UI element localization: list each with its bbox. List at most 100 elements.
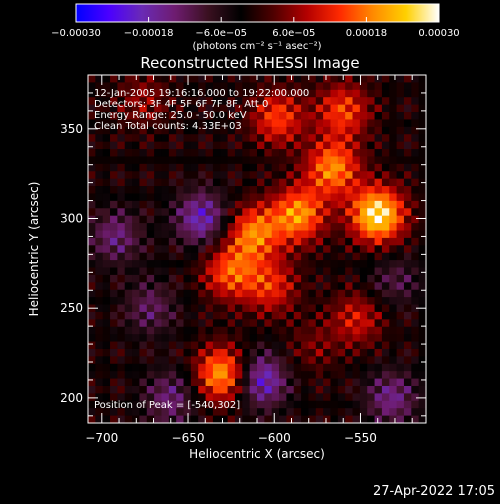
- heatmap-cell: [381, 415, 390, 423]
- heatmap-cell: [411, 334, 420, 342]
- heatmap-cell: [330, 75, 339, 83]
- heatmap-cell: [367, 348, 375, 357]
- heatmap-cell: [293, 393, 302, 402]
- heatmap-cell: [264, 141, 273, 150]
- heatmap-cell: [227, 97, 236, 106]
- heatmap-cell: [301, 75, 309, 83]
- heatmap-cell: [139, 252, 148, 261]
- heatmap-cell: [168, 378, 177, 387]
- heatmap-cell: [183, 311, 192, 320]
- heatmap-cell: [359, 371, 368, 379]
- heatmap-cell: [301, 186, 309, 194]
- heatmap-cell: [345, 378, 353, 387]
- heatmap-cell: [190, 163, 199, 172]
- heatmap-cell: [264, 341, 273, 350]
- heatmap-cell: [308, 193, 317, 202]
- heatmap-cell: [330, 341, 339, 350]
- heatmap-cell: [345, 200, 353, 209]
- heatmap-cell: [242, 297, 251, 305]
- heatmap-cell: [249, 223, 258, 231]
- heatmap-cell: [308, 260, 317, 268]
- heatmap-cell: [124, 134, 133, 143]
- heatmap-cell: [146, 104, 155, 113]
- heatmap-cell: [117, 89, 126, 98]
- heatmap-cell: [271, 245, 280, 254]
- heatmap-cell: [315, 319, 324, 328]
- heatmap-cell: [389, 326, 398, 335]
- heatmap-cell: [418, 348, 426, 357]
- heatmap-cell: [176, 223, 184, 231]
- heatmap-cell: [359, 82, 368, 91]
- heatmap-cell: [198, 400, 206, 409]
- heatmap-cell: [95, 245, 104, 254]
- heatmap-cell: [110, 112, 118, 120]
- heatmap-cell: [345, 260, 353, 268]
- heatmap-cell: [124, 223, 133, 231]
- heatmap-cell: [418, 341, 426, 350]
- heatmap-cell: [161, 326, 170, 335]
- heatmap-cell: [301, 193, 309, 202]
- heatmap-cell: [176, 267, 184, 276]
- heatmap-cell: [139, 186, 148, 194]
- heatmap-cell: [176, 341, 184, 350]
- heatmap-cell: [418, 356, 426, 365]
- heatmap-cell: [367, 415, 375, 423]
- heatmap-cell: [176, 326, 184, 335]
- heatmap-cell: [161, 82, 170, 91]
- heatmap-cell: [315, 163, 324, 172]
- heatmap-cell: [227, 119, 236, 128]
- heatmap-cell: [154, 230, 162, 239]
- heatmap-cell: [279, 400, 287, 409]
- heatmap-cell: [205, 200, 214, 209]
- heatmap-cell: [308, 223, 317, 231]
- heatmap-cell: [190, 237, 199, 246]
- heatmap-cell: [227, 104, 236, 113]
- heatmap-cell: [161, 223, 170, 231]
- heatmap-cell: [264, 126, 273, 135]
- heatmap-cell: [374, 385, 383, 394]
- heatmap-cell: [139, 341, 148, 350]
- heatmap-cell: [315, 378, 324, 387]
- heatmap-cell: [198, 282, 206, 291]
- heatmap-cell: [403, 193, 412, 202]
- heatmap-cell: [411, 393, 420, 402]
- heatmap-cell: [95, 104, 104, 113]
- heatmap-cell: [198, 171, 206, 180]
- heatmap-cell: [396, 348, 405, 357]
- heatmap-cell: [367, 208, 375, 217]
- heatmap-cell: [323, 348, 331, 357]
- heatmap-cell: [124, 119, 133, 128]
- heatmap-cell: [117, 171, 126, 180]
- heatmap-cell: [227, 415, 236, 423]
- heatmap-cell: [234, 82, 243, 91]
- heatmap-cell: [286, 112, 295, 120]
- heatmap-cell: [161, 385, 170, 394]
- heatmap-cell: [367, 126, 375, 135]
- heatmap-cell: [88, 245, 96, 254]
- heatmap-cell: [132, 171, 140, 180]
- heatmap-cell: [271, 334, 280, 342]
- heatmap-cell: [352, 237, 361, 246]
- heatmap-cell: [176, 311, 184, 320]
- heatmap-cell: [374, 289, 383, 298]
- heatmap-cell: [286, 134, 295, 143]
- heatmap-cell: [227, 319, 236, 328]
- heatmap-cell: [411, 75, 420, 83]
- heatmap-cell: [161, 304, 170, 313]
- heatmap-cell: [293, 252, 302, 261]
- heatmap-cell: [161, 208, 170, 217]
- heatmap-cell: [411, 319, 420, 328]
- heatmap-cell: [168, 326, 177, 335]
- heatmap-cell: [176, 178, 184, 187]
- heatmap-cell: [293, 289, 302, 298]
- heatmap-cell: [293, 97, 302, 106]
- heatmap-cell: [367, 97, 375, 106]
- heatmap-cell: [132, 215, 140, 224]
- heatmap-cell: [168, 193, 177, 202]
- heatmap-cell: [279, 304, 287, 313]
- heatmap-cell: [110, 282, 118, 291]
- heatmap-cell: [264, 237, 273, 246]
- heatmap-cell: [323, 274, 331, 283]
